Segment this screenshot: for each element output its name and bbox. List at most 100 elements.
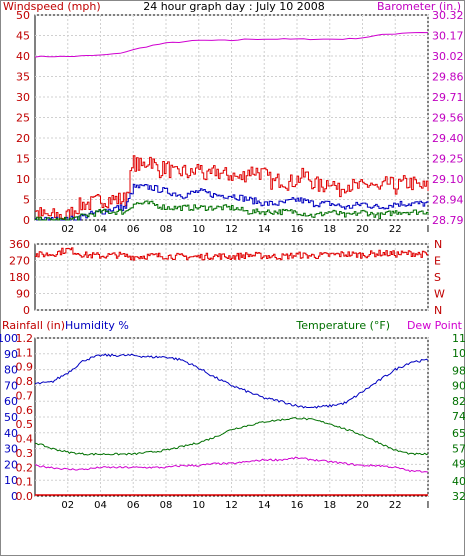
wind-direction-line	[35, 247, 429, 261]
direction-y-tick: 0	[23, 304, 30, 317]
rain-y-tick: 0.3	[16, 447, 34, 460]
wind-y-tick: 30	[16, 91, 30, 104]
wind-y-tick: 45	[16, 30, 30, 43]
climate-x-tick: 16	[291, 500, 304, 511]
direction-y-tick: 270	[9, 255, 30, 268]
wind-y-tick: 5	[23, 194, 30, 207]
windspeed-line	[35, 155, 429, 221]
wind-minimum-line	[35, 200, 429, 221]
rain-y-tick: 0.6	[16, 404, 34, 417]
wind-x-tick: 08	[160, 224, 173, 235]
ylabel-barometer: Barometer (in.)	[377, 0, 461, 13]
humidity-line	[34, 353, 429, 409]
temp-y-tick: 115	[452, 332, 465, 345]
compass-tick: S	[434, 271, 441, 284]
rain-y-tick: 0.4	[16, 433, 34, 446]
temp-y-tick: 107	[452, 347, 465, 360]
dewpoint-line	[34, 456, 429, 473]
temp-y-tick: 40	[452, 475, 465, 488]
barometer-line	[34, 31, 429, 58]
wind-y-tick: 40	[16, 50, 30, 63]
ylabel-dewpoint: Dew Point	[407, 319, 463, 332]
wind-x-tick: 18	[323, 224, 336, 235]
ylabel-humidity: Humidity %	[65, 319, 129, 332]
humidity-y-tick: 30	[4, 443, 18, 456]
humidity-y-tick: 50	[4, 411, 18, 424]
rain-y-tick: 0.7	[16, 389, 34, 402]
temp-y-tick: 82	[452, 395, 465, 408]
direction-y-tick: 360	[9, 238, 30, 251]
wind-average-line	[35, 183, 429, 221]
rain-y-tick: 0.1	[16, 476, 34, 489]
humidity-y-tick: 60	[4, 395, 18, 408]
temp-y-tick: 90	[452, 380, 465, 393]
wind-y-tick: 25	[16, 112, 30, 125]
climate-x-tick: 12	[225, 500, 238, 511]
barometer-y-tick: 30.32	[432, 9, 464, 22]
barometer-y-tick: 28.94	[432, 194, 464, 207]
chart-title: 24 hour graph day : July 10 2008	[143, 0, 325, 13]
temp-y-tick: 98	[452, 364, 465, 377]
temp-y-tick: 32	[452, 490, 465, 503]
climate-x-tick: I	[427, 500, 430, 511]
climate-x-tick: 02	[61, 500, 74, 511]
barometer-y-tick: 29.10	[432, 173, 464, 186]
rain-y-tick: 1.1	[16, 346, 34, 359]
wind-x-tick: 10	[192, 224, 205, 235]
rain-y-tick: 1.2	[16, 332, 34, 345]
climate-x-tick: 14	[258, 500, 271, 511]
barometer-y-tick: 30.02	[432, 50, 464, 63]
barometer-y-tick: 29.86	[432, 71, 464, 84]
rain-y-tick: 0.9	[16, 361, 34, 374]
barometer-y-tick: 28.79	[432, 214, 464, 227]
wind-y-tick: 35	[16, 71, 30, 84]
wind-x-tick: I	[427, 224, 430, 235]
humidity-y-tick: 10	[4, 474, 18, 487]
wind-y-tick: 20	[16, 132, 30, 145]
barometer-y-tick: 30.17	[432, 30, 464, 43]
climate-x-tick: 22	[389, 500, 402, 511]
wind-x-tick: 14	[258, 224, 271, 235]
humidity-y-tick: 90	[4, 348, 18, 361]
wind-x-tick: 12	[225, 224, 238, 235]
wind-x-tick: 22	[389, 224, 402, 235]
direction-y-tick: 90	[16, 288, 30, 301]
temp-y-tick: 49	[452, 458, 465, 471]
temp-y-tick: 57	[452, 442, 465, 455]
wind-x-tick: 04	[94, 224, 107, 235]
humidity-y-tick: 100	[0, 332, 18, 345]
rain-y-tick: 0.5	[16, 418, 34, 431]
barometer-y-tick: 29.56	[432, 112, 464, 125]
wind-y-tick: 10	[16, 173, 30, 186]
wind-y-tick: 15	[16, 153, 30, 166]
humidity-y-tick: 0	[11, 490, 18, 503]
barometer-y-tick: 29.40	[432, 132, 464, 145]
wind-y-tick: 50	[16, 9, 30, 22]
compass-tick: N	[434, 304, 442, 317]
humidity-y-tick: 20	[4, 458, 18, 471]
rain-y-tick: 0.0	[16, 490, 34, 503]
humidity-y-tick: 40	[4, 427, 18, 440]
wind-x-tick: 06	[127, 224, 140, 235]
rain-y-tick: 0.2	[16, 461, 34, 474]
climate-x-tick: 08	[160, 500, 173, 511]
wind-y-tick: 0	[23, 214, 30, 227]
temp-y-tick: 74	[452, 410, 465, 423]
direction-y-tick: 180	[9, 271, 30, 284]
humidity-y-tick: 80	[4, 364, 18, 377]
climate-x-tick: 04	[94, 500, 107, 511]
climate-x-tick: 18	[323, 500, 336, 511]
ylabel-rainfall: Rainfall (in)	[2, 319, 65, 332]
compass-tick: W	[434, 288, 445, 301]
humidity-y-tick: 70	[4, 379, 18, 392]
temperature-line	[34, 417, 429, 456]
ylabel-temperature: Temperature (°F)	[295, 319, 390, 332]
barometer-y-tick: 29.71	[432, 91, 464, 104]
barometer-y-tick: 29.25	[432, 153, 464, 166]
climate-x-tick: 10	[192, 500, 205, 511]
compass-tick: N	[434, 238, 442, 251]
climate-x-tick: 06	[127, 500, 140, 511]
temp-y-tick: 65	[452, 427, 465, 440]
